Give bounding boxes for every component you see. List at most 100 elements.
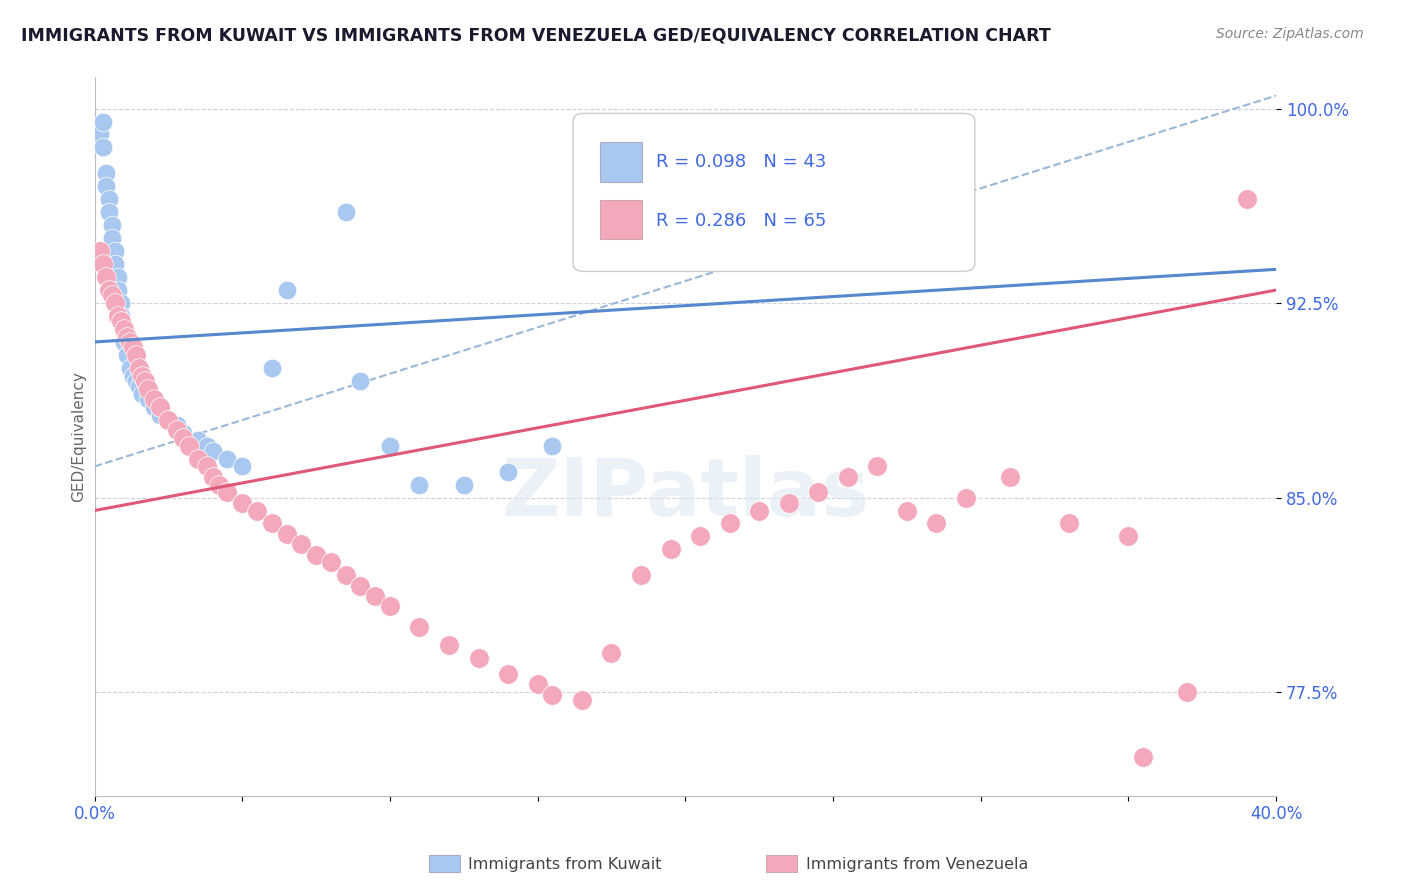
Point [98, 283, 121, 297]
Point [96, 270, 118, 285]
Point [541, 688, 564, 702]
Point [177, 439, 200, 453]
Point [104, 296, 127, 310]
Point [125, 348, 148, 362]
Point [101, 288, 124, 302]
Point [187, 451, 209, 466]
Point [110, 314, 132, 328]
Point [96, 179, 118, 194]
Point [112, 322, 135, 336]
Point [118, 360, 141, 375]
Point [134, 374, 156, 388]
Point [260, 360, 283, 375]
Point [571, 693, 593, 707]
FancyBboxPatch shape [574, 113, 974, 271]
Point [148, 400, 170, 414]
Point [364, 589, 387, 603]
Point [807, 485, 830, 500]
Point [718, 516, 741, 531]
Point [659, 542, 682, 557]
Point [107, 283, 129, 297]
Point [93, 140, 115, 154]
Point [600, 646, 623, 660]
Point [201, 443, 224, 458]
Point [128, 360, 150, 375]
Point [408, 620, 430, 634]
Text: ZIPatlas: ZIPatlas [501, 455, 869, 533]
Point [925, 516, 948, 531]
Point [101, 231, 124, 245]
Point [112, 334, 135, 349]
Point [107, 309, 129, 323]
Point [125, 374, 148, 388]
Point [1059, 516, 1081, 531]
Point [437, 638, 460, 652]
Point [136, 382, 159, 396]
Point [110, 309, 132, 323]
Point [231, 459, 253, 474]
Point [335, 568, 357, 582]
Point [157, 413, 180, 427]
Point [630, 568, 652, 582]
Point [96, 166, 118, 180]
Point [305, 548, 328, 562]
Point [1118, 529, 1140, 543]
Point [231, 496, 253, 510]
Point [866, 459, 889, 474]
Point [195, 439, 218, 453]
Text: R = 0.286   N = 65: R = 0.286 N = 65 [655, 212, 827, 230]
Point [98, 205, 121, 219]
Point [1000, 470, 1022, 484]
Point [349, 374, 371, 388]
FancyBboxPatch shape [600, 142, 641, 182]
Point [110, 296, 132, 310]
Point [172, 431, 194, 445]
Point [115, 348, 138, 362]
Point [131, 386, 153, 401]
Y-axis label: GED/Equivalency: GED/Equivalency [72, 371, 86, 502]
Text: Source: ZipAtlas.com: Source: ZipAtlas.com [1216, 27, 1364, 41]
Point [142, 392, 165, 406]
Text: Immigrants from Venezuela: Immigrants from Venezuela [806, 857, 1028, 871]
Point [541, 439, 564, 453]
Point [467, 651, 489, 665]
Point [837, 470, 859, 484]
Point [378, 439, 401, 453]
FancyBboxPatch shape [600, 200, 641, 239]
Point [115, 330, 138, 344]
Point [166, 417, 188, 432]
Point [208, 477, 231, 491]
Point [290, 537, 312, 551]
Point [1236, 192, 1258, 206]
Point [128, 379, 150, 393]
Point [778, 496, 800, 510]
Point [122, 340, 145, 354]
Point [201, 470, 224, 484]
Point [148, 408, 170, 422]
Text: R = 0.098   N = 43: R = 0.098 N = 43 [655, 153, 827, 171]
Point [131, 368, 153, 383]
Point [496, 465, 519, 479]
Point [246, 503, 269, 517]
Point [335, 205, 357, 219]
Point [319, 555, 342, 569]
Point [93, 257, 115, 271]
Point [748, 503, 770, 517]
Point [136, 392, 159, 406]
Text: IMMIGRANTS FROM KUWAIT VS IMMIGRANTS FROM VENEZUELA GED/EQUIVALENCY CORRELATION : IMMIGRANTS FROM KUWAIT VS IMMIGRANTS FRO… [21, 27, 1050, 45]
Point [172, 425, 194, 440]
Point [104, 257, 127, 271]
Point [107, 270, 129, 285]
Point [187, 434, 209, 448]
Point [112, 322, 135, 336]
Point [142, 400, 165, 414]
Point [496, 666, 519, 681]
Point [1132, 749, 1154, 764]
Point [157, 413, 180, 427]
Point [689, 529, 711, 543]
Text: Immigrants from Kuwait: Immigrants from Kuwait [468, 857, 662, 871]
Point [118, 334, 141, 349]
Point [217, 451, 239, 466]
Point [89, 128, 111, 142]
Point [195, 459, 218, 474]
